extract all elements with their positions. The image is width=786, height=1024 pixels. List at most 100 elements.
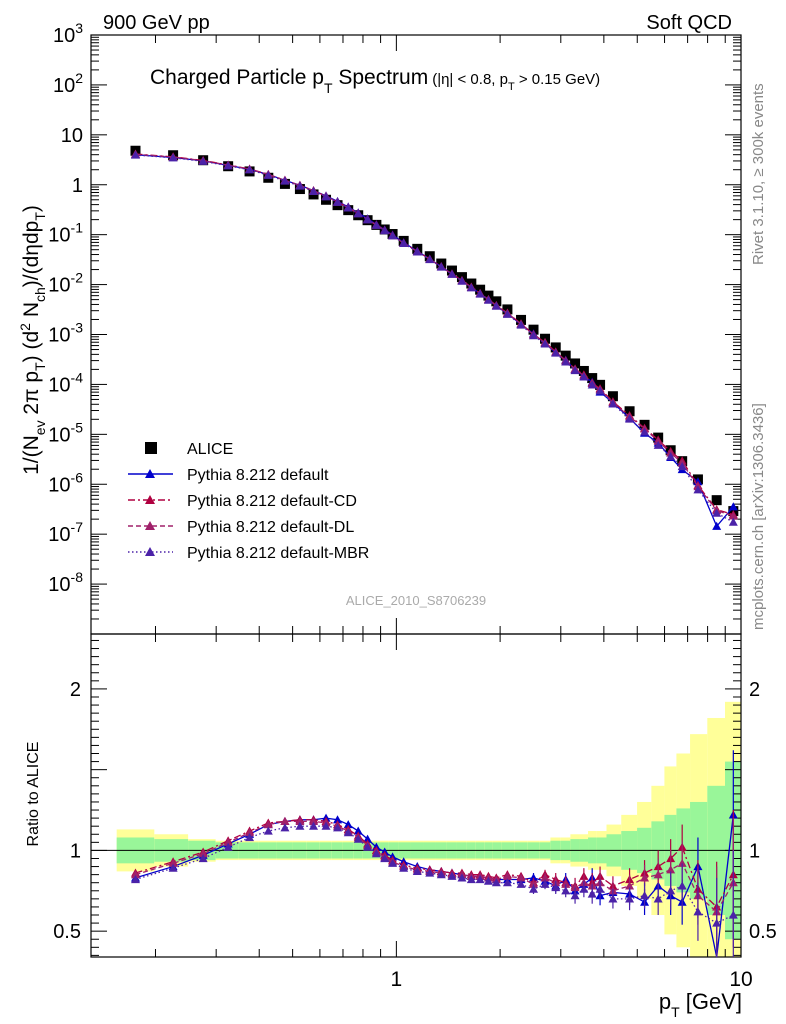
mc-top-point <box>363 215 373 224</box>
mc-ratio-point <box>457 873 467 882</box>
mc-ratio-point <box>399 863 409 872</box>
mc-ratio-point <box>653 870 663 879</box>
mc-ratio-point <box>371 849 381 858</box>
mc-top-point <box>502 309 512 318</box>
mc-top-point <box>412 247 422 256</box>
mc-ratio-point <box>466 874 476 884</box>
mc-ratio-point <box>280 823 290 832</box>
mc-top-point <box>295 181 305 190</box>
legend-label: Pythia 8.212 default-DL <box>187 519 354 536</box>
mc-ratio-point <box>561 886 571 895</box>
mc-top-point <box>677 462 687 471</box>
alice-data-point <box>607 391 618 402</box>
mc-ratio-point <box>570 883 580 892</box>
x-axis-label: pT [GeV] <box>659 989 742 1020</box>
mc-top-point <box>666 451 676 461</box>
mc-ratio-point <box>677 881 687 890</box>
mc-ratio-point <box>380 853 390 863</box>
legend-marker-alice <box>145 442 157 454</box>
mc-ratio-point <box>529 879 539 888</box>
top-y-tick-label: 10-1 <box>48 220 83 247</box>
mc-ratio-point <box>363 834 373 843</box>
mc-ratio-point <box>712 918 722 927</box>
mc-ratio-point <box>333 815 343 824</box>
mc-top-point <box>371 220 381 229</box>
mc-ratio-point <box>570 891 580 900</box>
legend-label: Pythia 8.212 default <box>187 467 329 484</box>
mc-top-curve <box>135 153 734 516</box>
alice-data-point <box>711 495 722 506</box>
mc-top-point <box>198 156 208 165</box>
legend: ALICE Pythia 8.212 default Pythia 8.212 de… <box>128 441 369 562</box>
top-y-tick-label: 10-8 <box>48 569 83 596</box>
mc-ratio-point <box>728 910 738 919</box>
mc-top-point <box>321 192 331 201</box>
top-y-tick-label: 10-7 <box>48 519 83 546</box>
ratio-uncertainty-bands <box>116 701 741 957</box>
legend-marker <box>145 495 155 504</box>
mc-top-point <box>353 209 363 218</box>
mc-top-point <box>475 289 485 298</box>
mc-top-point <box>280 176 290 185</box>
mc-top-point <box>343 203 353 212</box>
top-y-tick-label: 10-3 <box>48 320 83 347</box>
mc-ratio-point <box>168 863 178 872</box>
mc-top-point <box>483 295 493 304</box>
mc-ratio-curve <box>135 820 734 913</box>
mc-ratio-point <box>579 884 589 893</box>
legend-label: Pythia 8.212 default-CD <box>187 493 357 510</box>
mc-ratio-point <box>502 871 512 880</box>
mc-ratio-point <box>516 873 526 882</box>
x-tick-label: 1 <box>391 968 403 991</box>
legend-marker <box>145 469 155 478</box>
axis-frames: 1 1010-810-710-610-510-410-310-210-111010… <box>48 20 777 991</box>
mc-ratio-point <box>595 884 605 893</box>
mc-top-point <box>551 348 561 357</box>
mc-top-point <box>388 231 398 240</box>
mc-ratio-point <box>693 907 703 916</box>
mc-ratio-point <box>130 870 140 879</box>
bottom-panel-frame <box>90 633 742 958</box>
mc-ratio-point <box>447 871 457 880</box>
mc-ratio-point <box>353 826 363 835</box>
header-category-label: Soft QCD <box>646 12 732 34</box>
mc-ratio-point <box>363 842 373 851</box>
mc-top-point <box>425 254 435 264</box>
mc-ratio-point <box>608 894 618 903</box>
mc-ratio-point <box>412 866 422 876</box>
mc-ratio-point <box>483 876 493 885</box>
mc-ratio-point <box>198 853 208 863</box>
mc-top-point <box>712 521 722 530</box>
mc-ratio-point <box>168 858 178 867</box>
mc-ratio-point <box>625 894 635 903</box>
mc-ratio-point <box>529 873 539 882</box>
mc-ratio-point <box>425 868 435 877</box>
mc-top-point <box>640 427 650 436</box>
top-y-axis-label: 1/(Nev 2π pT) (d2 Nch)/(dηdpT) <box>17 205 48 475</box>
mcplots-reference-label: mcplots.cern.ch [arXiv:1306.3436] <box>750 403 767 630</box>
mc-top-point <box>168 153 178 162</box>
mc-ratio-point <box>353 834 363 843</box>
mc-top-point <box>712 508 722 517</box>
mc-ratio-point <box>666 865 676 874</box>
rivet-version-label: Rivet 3.1.10, ≥ 300k events <box>750 83 767 265</box>
mc-ratio-point <box>198 849 208 858</box>
mc-ratio-point <box>529 884 539 893</box>
mc-ratio-point <box>343 828 353 837</box>
mc-ratio-point <box>309 821 319 830</box>
mc-ratio-point <box>666 886 676 895</box>
mc-top-point <box>447 269 457 278</box>
mc-top-point <box>380 226 390 235</box>
mc-top-point <box>516 320 526 329</box>
mc-ratio-curve <box>135 819 734 909</box>
mc-ratio-point <box>321 821 331 830</box>
top-y-tick-label: 10-2 <box>48 270 83 297</box>
mc-ratio-point <box>388 858 398 867</box>
mc-ratio-point <box>677 858 687 867</box>
mc-top-point <box>561 357 571 366</box>
mc-top-point <box>491 301 501 310</box>
mc-top-point <box>728 502 738 511</box>
mc-top-point <box>309 186 319 195</box>
mc-top-point <box>728 517 738 526</box>
